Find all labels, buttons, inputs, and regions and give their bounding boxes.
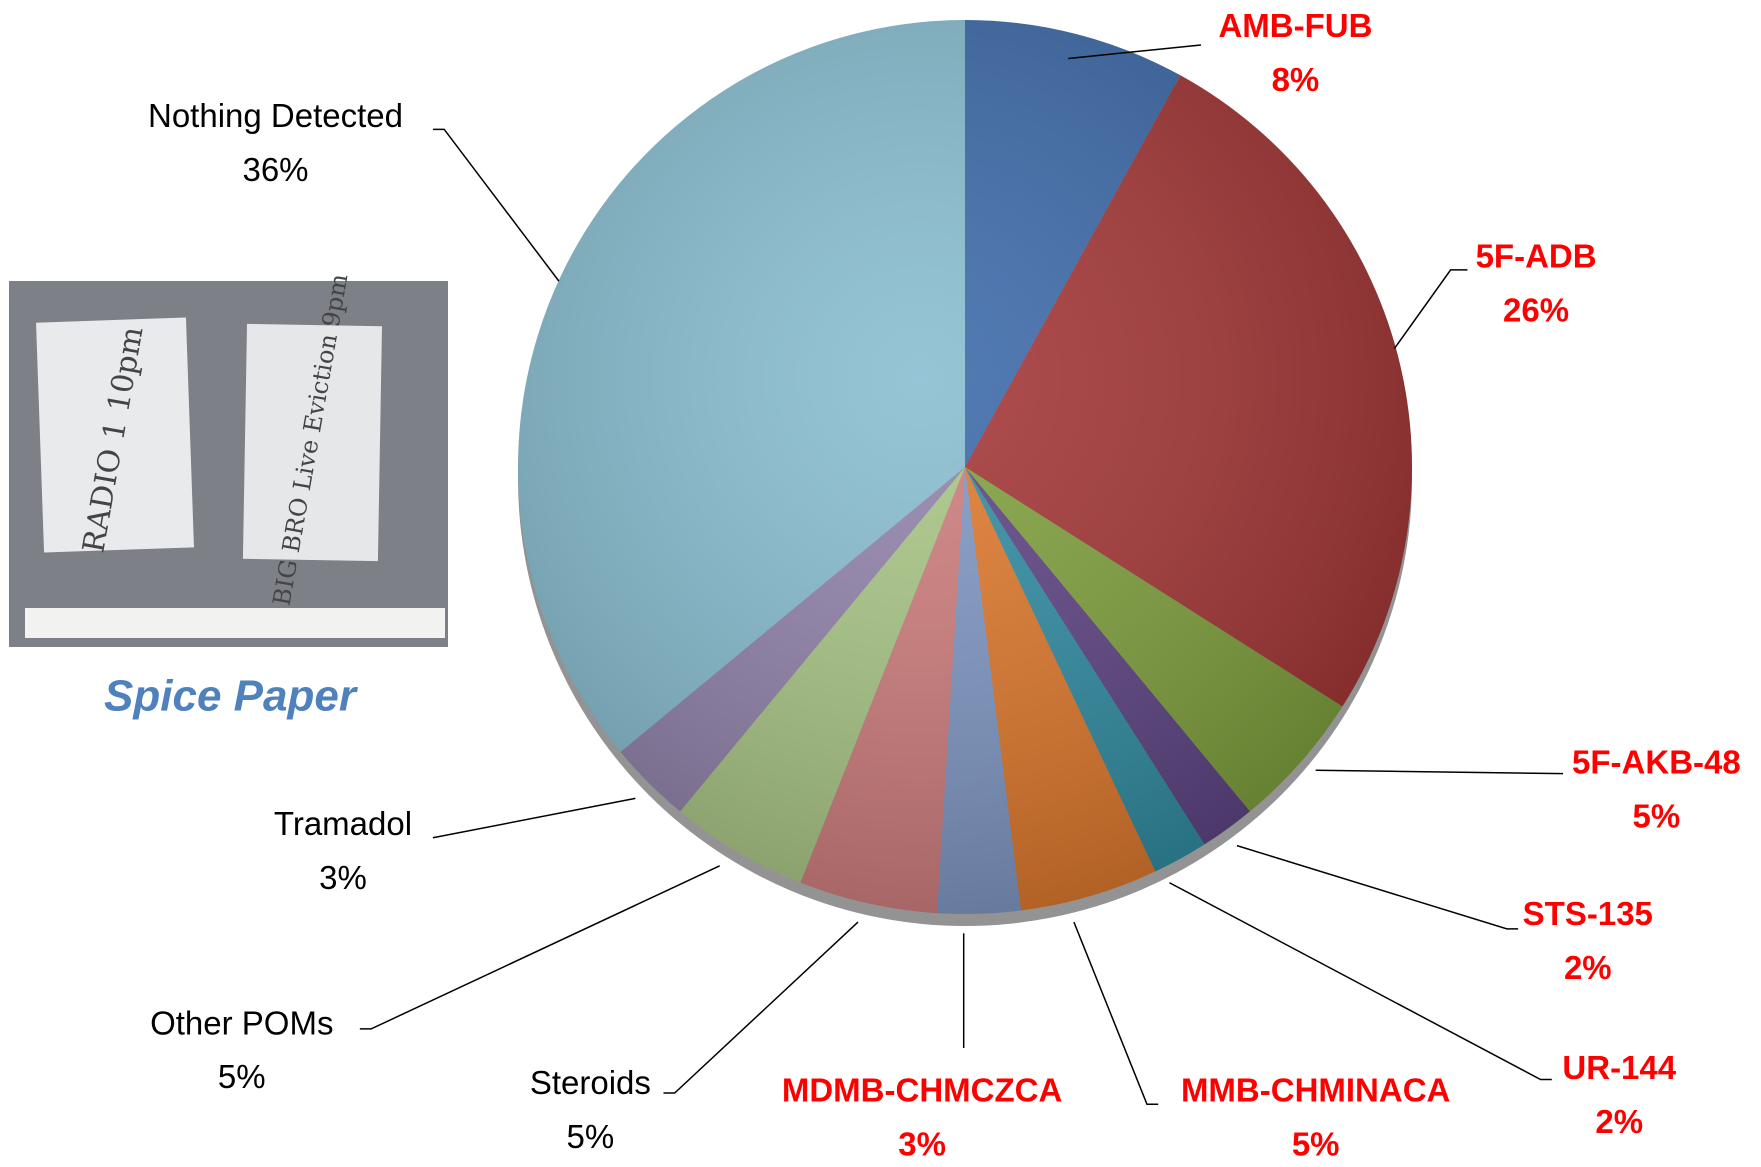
leader-line	[433, 798, 635, 837]
slice-label: Nothing Detected	[148, 97, 403, 134]
slice-label: MDMB-CHMCZCA	[782, 1072, 1062, 1109]
slice-value-label: 5%	[1292, 1126, 1340, 1162]
leader-line	[663, 922, 858, 1093]
slice-label: STS-135	[1523, 895, 1653, 932]
slice-value-label: 5%	[567, 1118, 615, 1155]
slice-label: Steroids	[530, 1064, 651, 1101]
slice-value-label: 5%	[218, 1058, 266, 1095]
slice-label: MMB-CHMINACA	[1181, 1072, 1450, 1109]
leader-line	[360, 866, 720, 1029]
chart: RADIO 1 10pm BIG BRO Live Eviction 9pm S…	[0, 0, 1761, 1162]
leader-line	[433, 129, 559, 281]
slice-label: Tramadol	[274, 805, 412, 842]
slice-label: AMB-FUB	[1218, 7, 1372, 44]
slice-value-label: 8%	[1272, 61, 1320, 98]
page: RADIO 1 10pm BIG BRO Live Eviction 9pm S…	[0, 0, 1761, 1167]
slice-value-label: 26%	[1503, 291, 1569, 328]
leader-line	[1074, 922, 1158, 1104]
slice-value-label: 2%	[1564, 949, 1612, 986]
slice-label: 5F-ADB	[1476, 237, 1597, 274]
slice-value-label: 5%	[1633, 797, 1681, 834]
slice-label: 5F-AKB-48	[1572, 743, 1741, 780]
slice-label: Other POMs	[150, 1004, 333, 1041]
ruler	[25, 608, 445, 638]
slice-value-label: 3%	[319, 859, 367, 896]
slice-value-label: 3%	[898, 1126, 946, 1162]
slice-value-label: 2%	[1595, 1103, 1643, 1140]
photo: RADIO 1 10pm BIG BRO Live Eviction 9pm	[9, 271, 448, 647]
slice-label: UR-144	[1562, 1049, 1676, 1086]
leader-line	[1169, 883, 1551, 1080]
leader-line	[1394, 270, 1467, 349]
leader-line	[1237, 846, 1518, 929]
slice-value-label: 36%	[242, 151, 308, 188]
photo-caption: Spice Paper	[104, 672, 359, 721]
leader-line	[1316, 770, 1563, 773]
